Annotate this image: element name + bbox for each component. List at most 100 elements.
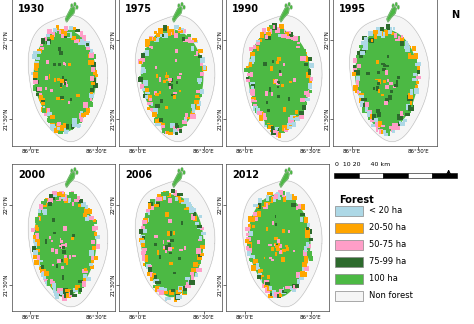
Bar — [263, 117, 267, 120]
Bar — [59, 191, 64, 194]
Bar — [272, 129, 276, 135]
Bar — [271, 92, 273, 96]
Bar — [77, 117, 82, 122]
Bar — [292, 284, 295, 288]
Polygon shape — [249, 30, 310, 131]
Bar — [395, 35, 399, 39]
Bar — [86, 108, 90, 113]
Bar — [37, 215, 41, 222]
Bar — [365, 107, 370, 112]
Bar — [191, 268, 196, 272]
Bar — [165, 75, 169, 78]
Bar — [186, 282, 190, 285]
Bar — [53, 63, 56, 66]
Bar — [57, 78, 60, 81]
Bar — [154, 243, 156, 247]
Bar — [364, 38, 368, 44]
Bar — [151, 103, 154, 106]
Bar — [266, 286, 272, 291]
Bar — [68, 101, 70, 104]
Bar — [141, 67, 145, 70]
Bar — [61, 244, 64, 248]
Bar — [153, 285, 158, 288]
Polygon shape — [280, 171, 289, 187]
Bar — [143, 52, 147, 56]
Bar — [264, 62, 267, 65]
Bar — [394, 84, 398, 87]
Bar — [64, 130, 68, 134]
Bar — [62, 249, 66, 254]
Bar — [308, 83, 312, 89]
Ellipse shape — [288, 167, 291, 172]
Bar — [65, 63, 66, 66]
Bar — [291, 115, 296, 120]
Bar — [400, 40, 404, 46]
Bar — [252, 58, 255, 62]
Bar — [148, 203, 151, 209]
Bar — [82, 202, 86, 205]
Text: 1975: 1975 — [125, 4, 152, 14]
Bar — [94, 256, 98, 260]
Bar — [270, 130, 274, 133]
Bar — [249, 62, 252, 67]
Bar — [36, 51, 41, 54]
Bar — [304, 246, 307, 252]
Bar — [402, 119, 407, 122]
Bar — [168, 77, 172, 81]
Bar — [139, 238, 144, 242]
Bar — [63, 295, 66, 301]
Polygon shape — [136, 181, 215, 307]
Bar — [253, 106, 258, 111]
Bar — [174, 25, 179, 29]
Bar — [173, 231, 175, 235]
Bar — [43, 106, 46, 111]
Bar — [198, 55, 202, 58]
Bar — [168, 243, 171, 247]
Bar — [257, 240, 260, 244]
Bar — [199, 75, 202, 78]
Bar — [292, 116, 298, 118]
Bar — [53, 32, 56, 37]
Bar — [299, 274, 303, 281]
Bar — [377, 71, 380, 74]
Bar — [34, 64, 37, 70]
Bar — [408, 93, 413, 98]
Bar — [33, 72, 38, 77]
Bar — [286, 247, 289, 250]
Bar — [34, 260, 39, 265]
Bar — [161, 122, 165, 126]
Bar — [73, 288, 76, 292]
Bar — [38, 95, 43, 101]
Bar — [44, 271, 48, 276]
Bar — [158, 29, 163, 34]
Bar — [59, 52, 63, 55]
Bar — [196, 248, 201, 254]
Bar — [272, 23, 277, 29]
Bar — [71, 191, 73, 197]
Bar — [308, 57, 312, 61]
Bar — [91, 67, 95, 72]
Bar — [284, 32, 289, 37]
Bar — [376, 109, 380, 113]
Bar — [31, 228, 35, 232]
Bar — [82, 35, 85, 41]
Bar — [46, 41, 50, 45]
Bar — [265, 91, 268, 94]
Bar — [165, 106, 168, 109]
Bar — [357, 51, 360, 56]
Bar — [168, 288, 172, 294]
Bar — [69, 255, 71, 259]
Bar — [173, 92, 177, 94]
Bar — [89, 52, 94, 58]
Bar — [146, 262, 151, 267]
Bar — [289, 36, 293, 39]
Bar — [36, 87, 40, 92]
Bar — [60, 125, 65, 131]
Bar — [174, 33, 178, 38]
Bar — [140, 58, 146, 62]
Bar — [165, 212, 169, 216]
Bar — [178, 27, 181, 30]
Bar — [183, 121, 187, 126]
Bar — [46, 34, 50, 38]
Bar — [157, 250, 159, 255]
